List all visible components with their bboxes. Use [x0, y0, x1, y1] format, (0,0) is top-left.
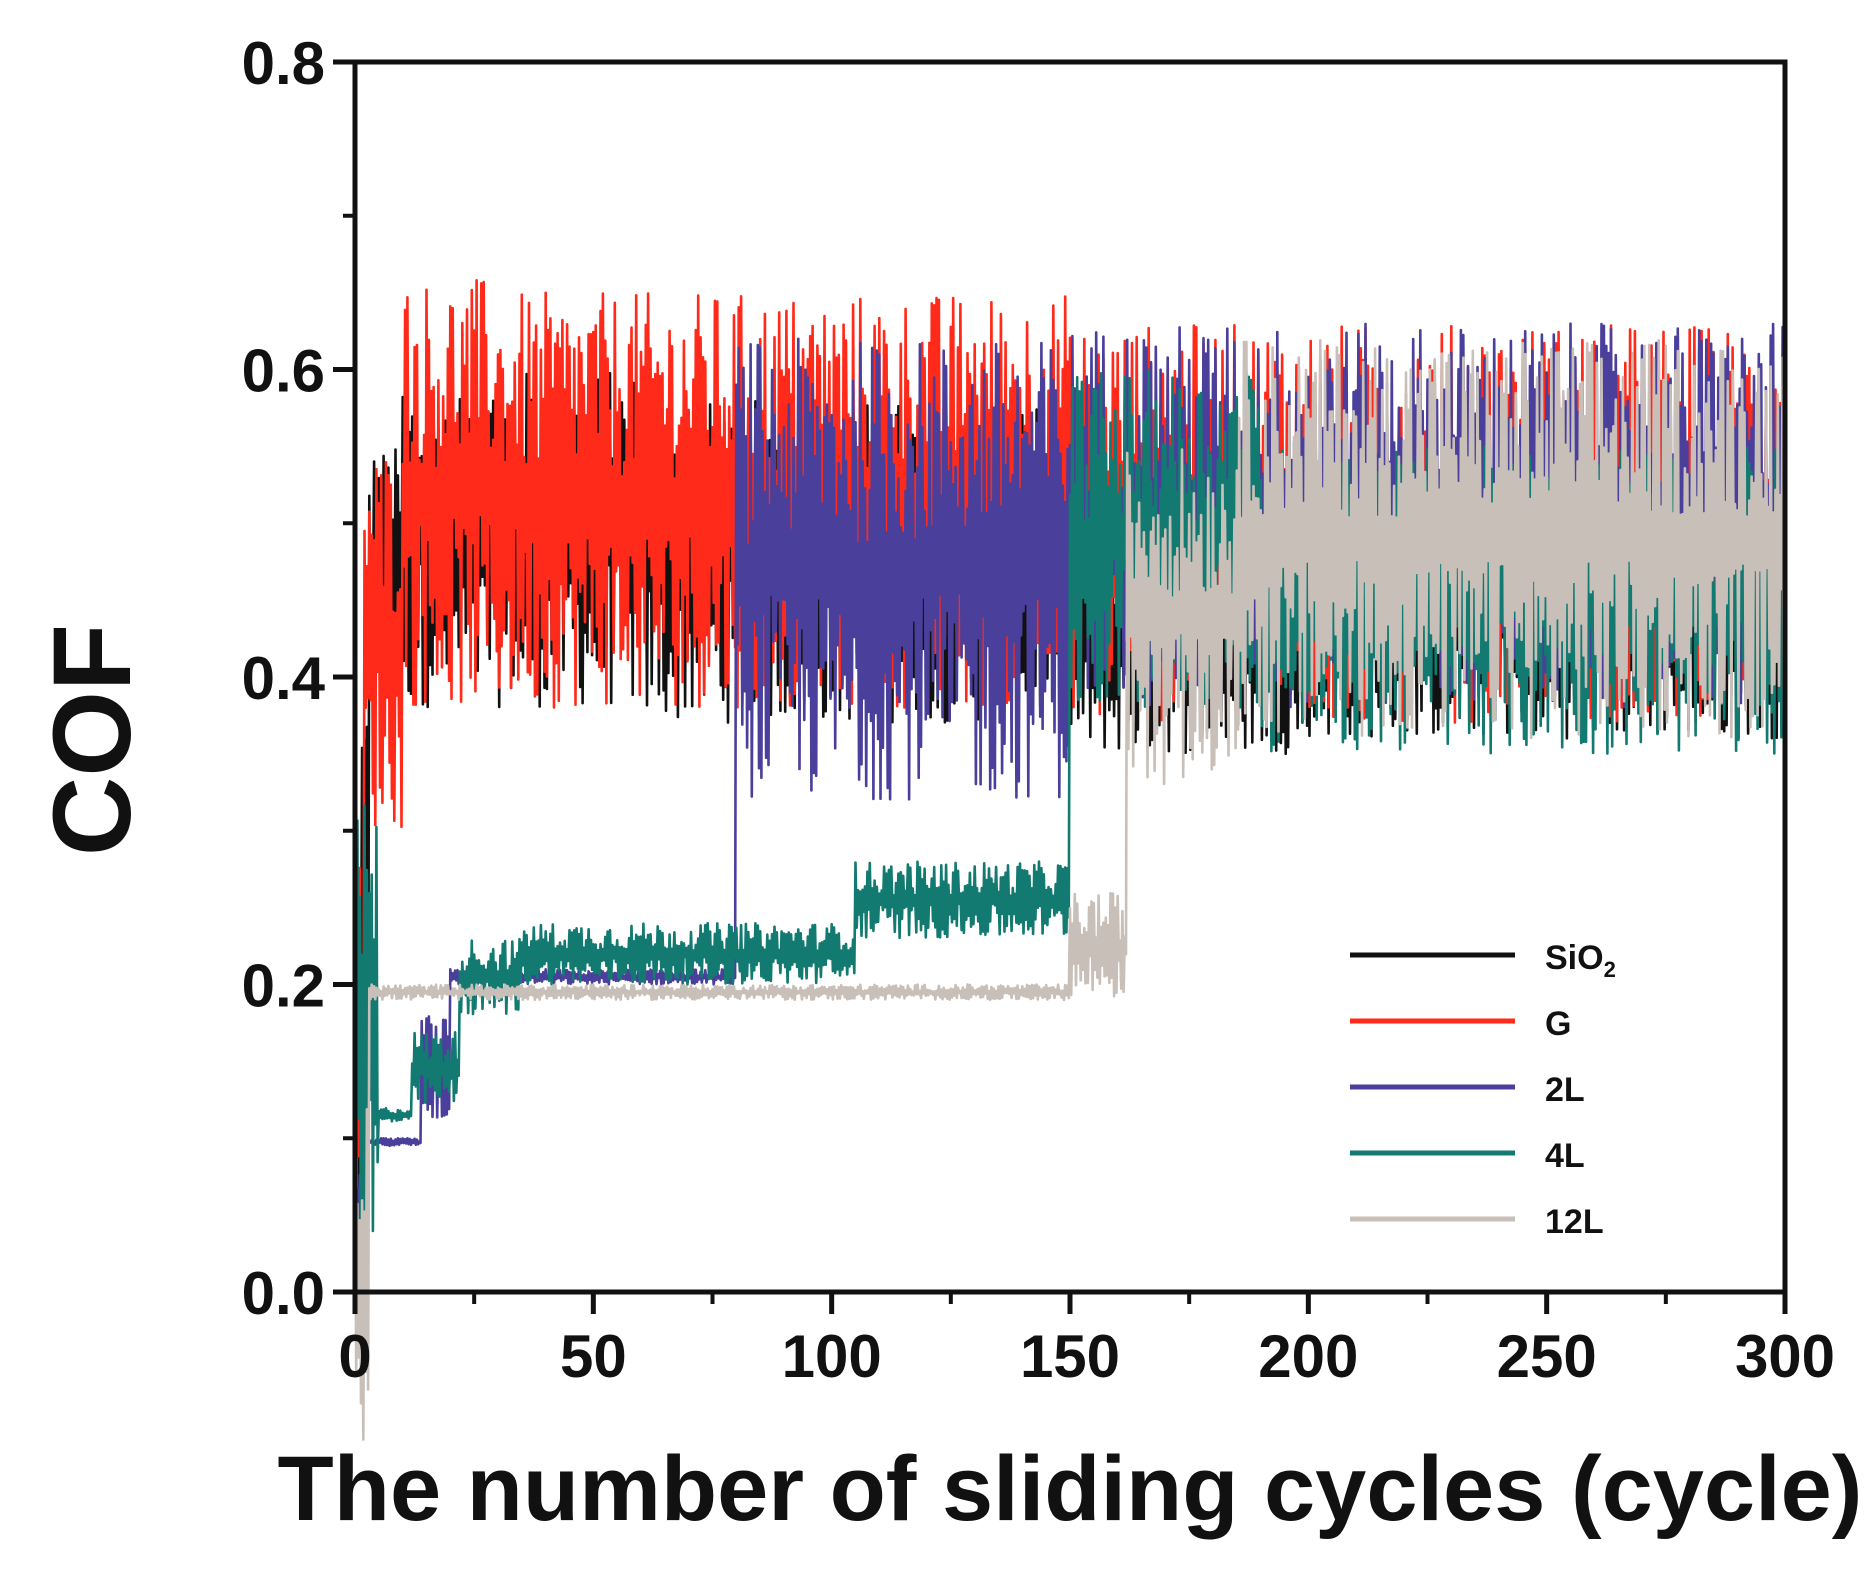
legend-label: 12L: [1545, 1203, 1604, 1241]
y-tick-label: 0.0: [242, 1260, 325, 1327]
x-tick-label: 0: [338, 1323, 371, 1390]
series-layer: [353, 279, 1786, 1441]
x-tick-label: 250: [1497, 1323, 1597, 1390]
x-axis-title: The number of sliding cycles (cycle): [278, 1438, 1863, 1540]
x-tick-label: 200: [1258, 1323, 1358, 1390]
y-tick-label: 0.8: [242, 30, 325, 97]
legend: SiO2 G 2L 4L 12L: [1350, 939, 1616, 1241]
series-line-4l: [353, 368, 1786, 1287]
x-tick-label: 150: [1020, 1323, 1120, 1390]
legend-subscript: 2: [1604, 957, 1616, 982]
x-axis: 0 50 100 150 200 250 300: [338, 1292, 1835, 1390]
legend-label: SiO2: [1545, 939, 1616, 982]
y-tick-label: 0.6: [242, 338, 325, 405]
x-tick-label: 100: [782, 1323, 882, 1390]
legend-label: 2L: [1545, 1071, 1585, 1109]
y-tick-label: 0.4: [242, 645, 326, 712]
series-line-12l: [353, 339, 1786, 1441]
legend-label: G: [1545, 1005, 1571, 1043]
legend-label: 4L: [1545, 1137, 1585, 1175]
x-tick-label: 50: [560, 1323, 627, 1390]
y-tick-label: 0.2: [242, 953, 325, 1020]
x-tick-label: 300: [1735, 1323, 1835, 1390]
y-axis: 0.0 0.2 0.4 0.6 0.8: [242, 30, 355, 1327]
y-axis-title: COF: [31, 624, 154, 856]
